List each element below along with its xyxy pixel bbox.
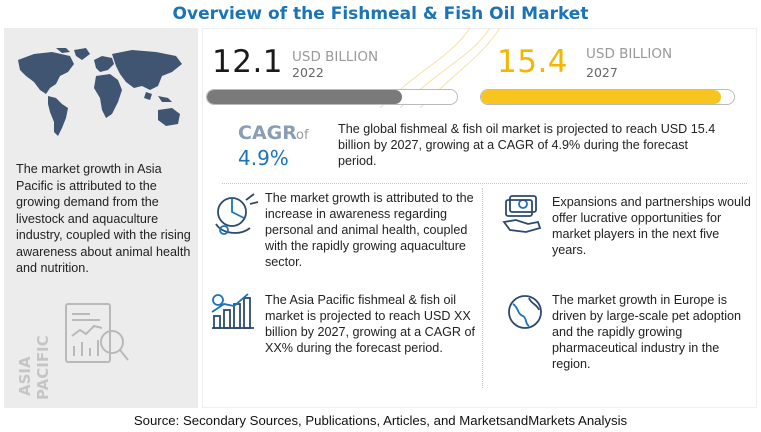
market-year-2022: 2022 <box>292 65 324 80</box>
progress-bar-2027 <box>480 89 735 105</box>
globe-europe-icon <box>508 295 542 329</box>
cagr-value: 4.9% <box>238 146 289 170</box>
source-note: Source: Secondary Sources, Publications,… <box>133 413 628 428</box>
region-label-pacific: PACIFIC <box>34 335 52 400</box>
market-unit-2027: USD BILLION <box>586 46 673 62</box>
world-map-icon <box>18 48 182 136</box>
market-year-2027: 2027 <box>586 65 618 80</box>
cagr-description: The global fishmeal & fish oil market is… <box>338 122 716 168</box>
market-value-2027: 15.4 <box>497 44 569 80</box>
health-awareness-icon <box>215 193 259 235</box>
region-label: ASIA PACIFIC <box>14 312 52 402</box>
analytics-report-icon <box>65 303 129 363</box>
divider-horizontal <box>222 183 747 184</box>
progress-fill-2022 <box>207 90 402 104</box>
finding-2-text: Expansions and partnerships would offer … <box>552 195 751 257</box>
finding-1-text: The market growth is attributed to the i… <box>265 191 474 269</box>
growth-chart-icon <box>211 293 254 329</box>
money-handshake-icon <box>502 195 542 233</box>
finding-3-text: The Asia Pacific fishmeal & fish oil mar… <box>265 293 476 355</box>
finding-4-text: The market growth in Europe is driven by… <box>552 293 742 371</box>
progress-fill-2027 <box>481 90 722 104</box>
market-value-2022: 12.1 <box>212 44 284 80</box>
cagr-label: CAGR <box>238 122 297 144</box>
region-label-asia: ASIA <box>16 356 34 396</box>
cagr-of: of <box>296 128 309 143</box>
asia-pacific-summary: The market growth in Asia Pacific is att… <box>16 162 191 275</box>
progress-bar-2022 <box>206 89 458 105</box>
market-unit-2022: USD BILLION <box>292 49 379 65</box>
divider-vertical <box>482 188 483 388</box>
page-title: Overview of the Fishmeal & Fish Oil Mark… <box>172 4 589 24</box>
